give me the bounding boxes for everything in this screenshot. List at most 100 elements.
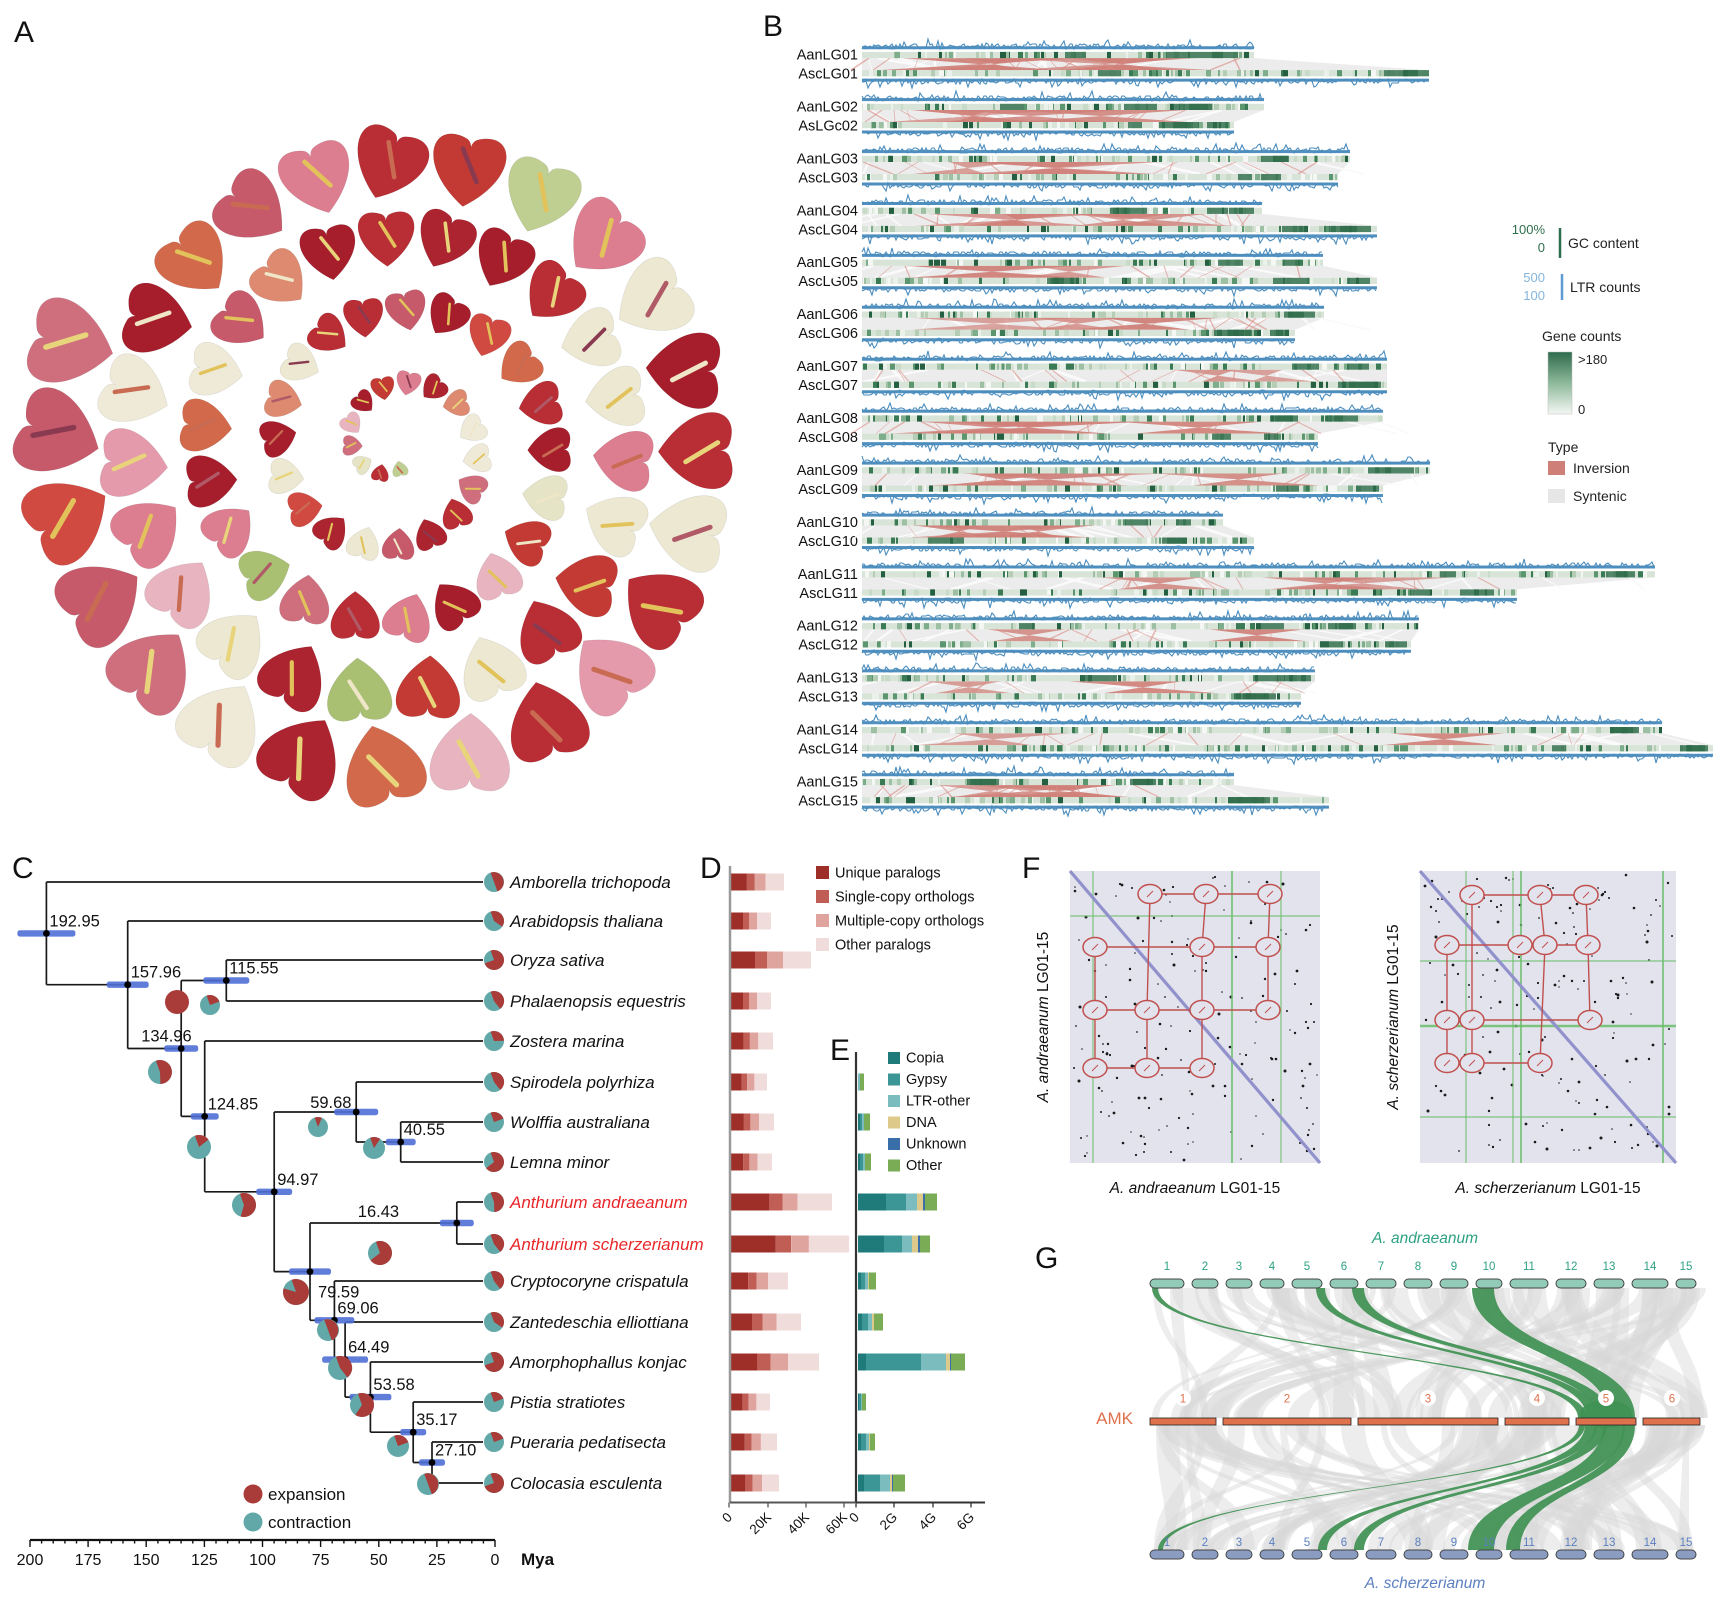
svg-text:AanLG08: AanLG08 <box>797 411 858 427</box>
svg-text:AscLG01: AscLG01 <box>798 67 858 83</box>
svg-text:Gypsy: Gypsy <box>906 1072 948 1088</box>
svg-text:125: 125 <box>191 1552 218 1569</box>
svg-text:5: 5 <box>1603 1394 1609 1406</box>
svg-text:AscLG07: AscLG07 <box>798 378 858 394</box>
svg-text:AMK: AMK <box>1096 1409 1134 1428</box>
svg-text:5: 5 <box>1304 1261 1310 1273</box>
svg-text:C: C <box>12 852 34 885</box>
svg-text:4: 4 <box>1534 1394 1541 1406</box>
svg-text:B: B <box>763 10 783 43</box>
svg-text:DNA: DNA <box>906 1115 937 1131</box>
svg-text:AanLG15: AanLG15 <box>797 775 858 791</box>
svg-text:64.49: 64.49 <box>348 1339 389 1357</box>
svg-text:expansion: expansion <box>268 1485 346 1504</box>
svg-text:Anthurium scherzerianum: Anthurium scherzerianum <box>509 1235 704 1254</box>
svg-text:27.10: 27.10 <box>435 1442 476 1460</box>
svg-text:4: 4 <box>1269 1537 1276 1549</box>
svg-text:Mya: Mya <box>521 1550 555 1569</box>
svg-text:3: 3 <box>1236 1261 1242 1273</box>
svg-text:AscLG06: AscLG06 <box>798 326 858 342</box>
svg-text:Single-copy orthologs: Single-copy orthologs <box>835 890 974 906</box>
svg-text:Unique paralogs: Unique paralogs <box>835 866 941 882</box>
svg-text:AscLG09: AscLG09 <box>798 482 858 498</box>
svg-text:Oryza sativa: Oryza sativa <box>510 951 604 970</box>
svg-text:175: 175 <box>75 1552 102 1569</box>
svg-text:1: 1 <box>1164 1537 1170 1549</box>
svg-text:Pueraria pedatisecta: Pueraria pedatisecta <box>510 1433 666 1452</box>
svg-text:115.55: 115.55 <box>229 960 278 978</box>
svg-text:10: 10 <box>1483 1537 1496 1549</box>
svg-text:AscLG14: AscLG14 <box>798 742 858 758</box>
svg-text:500: 500 <box>1523 270 1545 285</box>
svg-text:6: 6 <box>1341 1537 1347 1549</box>
svg-text:E: E <box>830 1034 850 1067</box>
svg-text:15: 15 <box>1680 1537 1693 1549</box>
svg-text:94.97: 94.97 <box>277 1171 318 1189</box>
svg-text:AscLG05: AscLG05 <box>798 274 858 290</box>
svg-text:5: 5 <box>1304 1537 1310 1549</box>
svg-text:100%: 100% <box>1512 222 1546 237</box>
svg-text:2: 2 <box>1202 1537 1208 1549</box>
svg-text:11: 11 <box>1523 1261 1535 1273</box>
svg-text:3: 3 <box>1425 1394 1431 1406</box>
svg-text:AscLG03: AscLG03 <box>798 170 858 186</box>
svg-text:13: 13 <box>1603 1537 1616 1549</box>
svg-text:14: 14 <box>1644 1537 1657 1549</box>
svg-text:AscLG08: AscLG08 <box>798 430 858 446</box>
svg-text:AscLG04: AscLG04 <box>798 222 858 238</box>
svg-text:10: 10 <box>1483 1261 1496 1273</box>
svg-text:AscLG11: AscLG11 <box>799 586 858 602</box>
svg-text:14: 14 <box>1644 1261 1657 1273</box>
svg-text:Pistia stratiotes: Pistia stratiotes <box>510 1393 626 1412</box>
svg-text:AanLG05: AanLG05 <box>797 255 858 271</box>
svg-text:Unknown: Unknown <box>906 1137 966 1153</box>
svg-text:50: 50 <box>370 1552 388 1569</box>
svg-text:AanLG02: AanLG02 <box>797 99 858 115</box>
svg-text:A. scherzerianum: A. scherzerianum <box>1364 1575 1486 1592</box>
svg-text:contraction: contraction <box>268 1513 351 1532</box>
svg-text:6: 6 <box>1341 1261 1347 1273</box>
svg-text:150: 150 <box>133 1552 160 1569</box>
svg-text:AanLG13: AanLG13 <box>797 671 858 687</box>
svg-text:Syntenic: Syntenic <box>1573 488 1627 504</box>
svg-text:Type: Type <box>1548 439 1579 455</box>
svg-text:A. scherzerianum LG01-15: A. scherzerianum LG01-15 <box>1454 1180 1640 1197</box>
svg-text:Cryptocoryne crispatula: Cryptocoryne crispatula <box>510 1272 689 1291</box>
svg-text:AsLGc02: AsLGc02 <box>798 118 858 134</box>
svg-text:GC content: GC content <box>1568 235 1639 251</box>
svg-text:8: 8 <box>1415 1537 1421 1549</box>
svg-text:D: D <box>700 852 722 885</box>
svg-text:Gene counts: Gene counts <box>1542 328 1621 344</box>
svg-text:Colocasia esculenta: Colocasia esculenta <box>510 1474 662 1493</box>
svg-text:AscLG12: AscLG12 <box>798 638 858 654</box>
svg-text:157.96: 157.96 <box>131 964 181 982</box>
svg-text:Inversion: Inversion <box>1573 460 1630 476</box>
svg-text:7: 7 <box>1378 1261 1384 1273</box>
svg-text:59.68: 59.68 <box>310 1094 351 1112</box>
svg-text:A. andraeanum: A. andraeanum <box>1371 1230 1478 1247</box>
svg-text:AanLG06: AanLG06 <box>797 307 858 323</box>
svg-text:0: 0 <box>1578 402 1585 417</box>
svg-text:6: 6 <box>1669 1394 1675 1406</box>
svg-text:G: G <box>1035 1242 1058 1275</box>
svg-text:16.43: 16.43 <box>358 1203 399 1221</box>
svg-text:A. andraeanum LG01-15: A. andraeanum LG01-15 <box>1109 1180 1281 1197</box>
svg-text:3: 3 <box>1236 1537 1242 1549</box>
svg-text:AanLG10: AanLG10 <box>797 515 858 531</box>
svg-text:53.58: 53.58 <box>373 1376 414 1394</box>
svg-text:9: 9 <box>1451 1261 1457 1273</box>
svg-text:0: 0 <box>1538 240 1545 255</box>
svg-text:1: 1 <box>1180 1394 1186 1406</box>
svg-text:1: 1 <box>1164 1261 1170 1273</box>
svg-text:LTR-other: LTR-other <box>906 1094 970 1110</box>
svg-text:75: 75 <box>312 1552 330 1569</box>
svg-text:Other paralogs: Other paralogs <box>835 938 931 954</box>
svg-text:A: A <box>14 16 34 49</box>
svg-text:9: 9 <box>1451 1537 1457 1549</box>
svg-text:192.95: 192.95 <box>49 912 99 930</box>
svg-text:4: 4 <box>1269 1261 1276 1273</box>
svg-text:12: 12 <box>1565 1537 1578 1549</box>
svg-text:Lemna minor: Lemna minor <box>510 1153 611 1172</box>
svg-text:13: 13 <box>1603 1261 1616 1273</box>
svg-text:AanLG14: AanLG14 <box>797 723 858 739</box>
